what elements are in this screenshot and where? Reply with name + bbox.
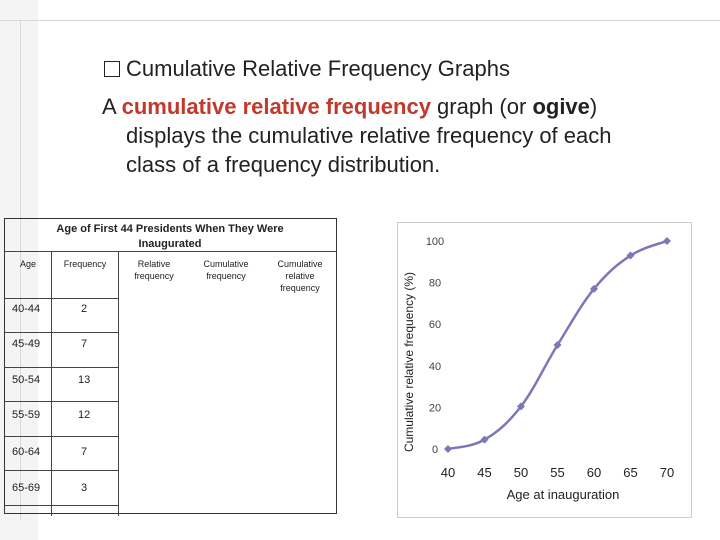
- data-point-marker: [626, 251, 635, 260]
- header-cumulative-frequency: Cumulative frequency: [203, 259, 249, 281]
- para-text-b: graph (or: [430, 94, 533, 119]
- corner-horizontal-rule: [0, 20, 720, 21]
- table-cell-age: 55-59: [12, 409, 41, 421]
- data-point-marker: [480, 435, 489, 444]
- data-point-marker: [553, 341, 562, 349]
- data-point-marker: [444, 445, 452, 453]
- definition-line-2: displays the cumulative relative frequen…: [126, 123, 612, 148]
- x-tick-label: 45: [477, 465, 491, 480]
- ogive-chart: 0 20 40 60 80 100 40 45 50 55 60 65 70 Cumulative r…: [402, 236, 674, 502]
- slide-heading: Cumulative Relative Frequency Graphs: [104, 56, 510, 82]
- table-rule: [4, 505, 119, 506]
- para-term-ogive: ogive: [532, 94, 590, 119]
- header-cumulative-relative-frequency: Cumulative relative frequency: [277, 259, 323, 293]
- y-tick-label: 0: [432, 444, 438, 456]
- y-tick-label: 100: [426, 236, 444, 248]
- table-rule: [4, 367, 119, 368]
- y-tick-label: 40: [429, 361, 441, 373]
- data-point-marker: [590, 284, 598, 293]
- corner-vertical-rule: [20, 20, 21, 520]
- table-cell-frequency: 13: [78, 374, 91, 386]
- para-text-c: ): [589, 94, 598, 119]
- y-tick-label: 20: [429, 402, 441, 414]
- x-tick-label: 60: [587, 465, 601, 480]
- table-rule: [4, 251, 337, 252]
- data-point-marker: [663, 237, 671, 245]
- x-axis-label: Age at inauguration: [507, 487, 620, 502]
- table-cell-frequency: 7: [81, 338, 88, 350]
- x-tick-label: 70: [660, 465, 674, 480]
- header-frequency: Frequency: [63, 259, 107, 269]
- table-cell-age: 65-69: [12, 482, 41, 494]
- table-cell-frequency: 2: [81, 303, 88, 315]
- header-relative-frequency: Relative frequency: [134, 259, 174, 281]
- table-rule: [4, 332, 119, 333]
- para-term-cumulative-relative-frequency: cumulative relative frequency: [121, 94, 431, 119]
- y-tick-label: 60: [429, 319, 441, 331]
- x-tick-label: 50: [514, 465, 528, 480]
- table-cell-age: 50-54: [12, 374, 41, 386]
- table-rule: [4, 401, 119, 402]
- y-tick-label: 80: [429, 278, 441, 290]
- table-cell-age: 60-64: [12, 446, 41, 458]
- data-point-marker: [517, 402, 525, 411]
- frequency-table: [4, 218, 337, 514]
- header-age: Age: [19, 259, 36, 269]
- table-cell-age: 40-44: [12, 303, 41, 315]
- x-tick-label: 55: [550, 465, 564, 480]
- table-cell-frequency: 3: [81, 482, 88, 494]
- x-tick-label: 65: [623, 465, 637, 480]
- definition-line-1: A cumulative relative frequency graph (o…: [102, 92, 682, 121]
- table-cell-frequency: 12: [78, 409, 91, 421]
- definition-paragraph: A cumulative relative frequency graph (o…: [102, 92, 682, 179]
- table-column-rule: [118, 251, 119, 516]
- table-column-rule: [51, 251, 52, 516]
- table-rule: [4, 470, 119, 471]
- bullet-box-icon: [104, 61, 120, 77]
- y-axis-label: Cumulative relative frequency (%): [402, 272, 416, 452]
- slide-heading-text: Cumulative Relative Frequency Graphs: [126, 56, 510, 81]
- table-cell-age: 45-49: [12, 338, 41, 350]
- definition-line-3: class of a frequency distribution.: [126, 152, 441, 177]
- table-rule: [4, 436, 119, 437]
- table-title: Age of First 44 Presidents When They Wer…: [56, 223, 284, 250]
- ogive-chart-frame: [397, 222, 692, 518]
- table-rule: [4, 298, 119, 299]
- table-cell-frequency: 7: [81, 446, 88, 458]
- para-text-a: A: [102, 94, 122, 119]
- x-tick-label: 40: [441, 465, 455, 480]
